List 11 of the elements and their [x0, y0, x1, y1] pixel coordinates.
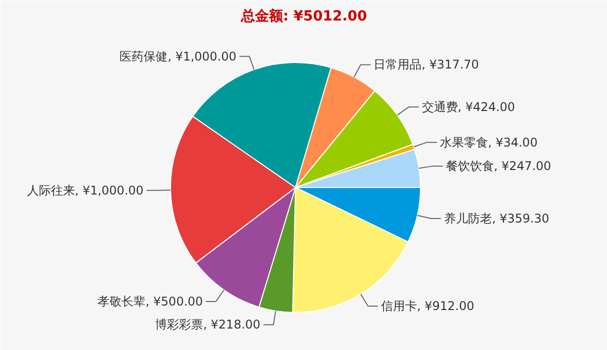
slice-label: 博彩彩票, ¥218.00	[155, 318, 260, 332]
slice-label: 信用卡, ¥912.00	[381, 299, 474, 314]
slice-label: 日常用品, ¥317.70	[374, 58, 479, 72]
chart-title: 总金额: ¥5012.00	[240, 8, 368, 24]
slice-label: 交通费, ¥424.00	[422, 100, 516, 114]
slice-label: 医药保健, ¥1,000.00	[120, 49, 236, 64]
slice-label: 养儿防老, ¥359.30	[444, 212, 550, 226]
slice-label: 水果零食, ¥34.00	[440, 135, 538, 150]
slice-label: 餐饮饮食, ¥247.00	[446, 159, 552, 174]
slice-label: 孝敬长辈, ¥500.00	[98, 294, 203, 308]
slice-label: 人际往来, ¥1,000.00	[26, 183, 144, 198]
